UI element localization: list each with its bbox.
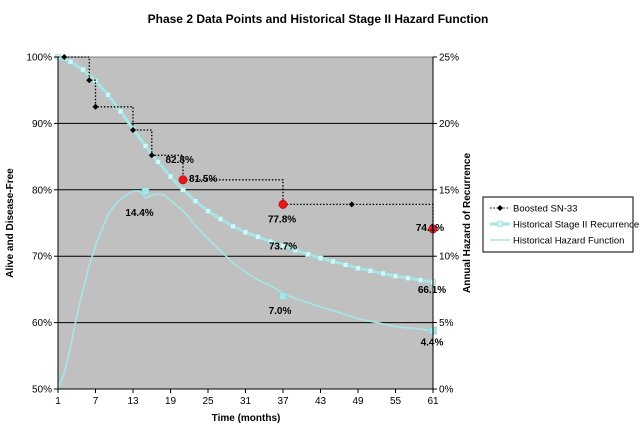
data-label: 82.8% (166, 155, 194, 166)
recurrence-point (117, 108, 124, 115)
x-tick-label: 1 (55, 396, 61, 407)
recurrence-point (380, 270, 386, 277)
x-tick-label: 31 (240, 396, 252, 407)
boosted-sn33-point (61, 54, 68, 60)
recurrence-point (80, 66, 86, 73)
recurrence-point (367, 268, 374, 274)
recurrence-point (105, 92, 111, 98)
boosted-sn33-point (130, 127, 136, 134)
y-tick-label: 80% (32, 185, 52, 196)
data-label: 74.1% (416, 223, 444, 234)
recurrence-point (242, 229, 249, 236)
legend-entry: Historical Stage II Recurrence (513, 220, 639, 231)
x-tick-label: 61 (427, 396, 439, 407)
legend-diamond-marker (497, 205, 503, 211)
data-label: 7.0% (269, 306, 292, 317)
recurrence-point (217, 216, 224, 222)
legend-square-marker (497, 221, 503, 227)
data-label: 77.8% (268, 214, 296, 225)
recurrence-point (330, 258, 336, 265)
recurrence-point (205, 208, 211, 214)
y2-tick-label: 10% (439, 252, 459, 263)
legend-entry: Historical Hazard Function (513, 236, 624, 247)
boosted-sn33-point (92, 103, 99, 110)
data-label: 66.1% (418, 285, 446, 296)
recurrence-point (67, 58, 74, 65)
recurrence-point (417, 277, 424, 283)
recurrence-point (305, 251, 311, 258)
recurrence-point (167, 173, 174, 180)
legend-entry: Boosted SN-33 (513, 204, 577, 215)
data-labels: 82.8% 81.5% 77.8% 73.7% 74.1% 66.1% 14.4% 7.0% 4… (125, 155, 446, 348)
x-tick-label: 55 (390, 396, 402, 407)
recurrence-point (405, 275, 411, 281)
hazard-point-marker (141, 187, 150, 195)
recurrence-point (267, 238, 274, 245)
gridlines (58, 122, 433, 324)
y2-tick-label: 0% (439, 385, 454, 396)
recurrence-point (355, 265, 361, 271)
legend: Boosted SN-33 Historical Stage II Recurre… (482, 196, 639, 253)
y-tick-label: 100% (26, 53, 52, 64)
y2-tick-label: 15% (439, 185, 459, 196)
boosted-sn33-red-marker (178, 175, 188, 185)
y-tick-label: 90% (32, 119, 52, 130)
boosted-sn33-point (348, 201, 355, 208)
y-tick-label: 70% (32, 252, 52, 263)
boosted-sn33-point (148, 152, 155, 159)
data-label: 81.5% (189, 174, 217, 185)
recurrence-point (317, 255, 324, 261)
recurrence-point (342, 262, 349, 268)
recurrence-point (280, 242, 286, 249)
recurrence-point (292, 247, 299, 254)
data-label: 4.4% (421, 338, 444, 349)
data-label: 73.7% (269, 242, 297, 253)
axes-layer: 50% 60% 70% 80% 90% 100% 0% 5% 10% 15% 20% 25% 1 7 13 1… (26, 53, 459, 408)
y2-tick-label: 5% (439, 318, 454, 329)
recurrence-point (142, 143, 149, 149)
chart-title: Phase 2 Data Points and Historical Stage… (148, 12, 489, 26)
recurrence-point (192, 198, 199, 204)
recurrence-point (155, 159, 161, 165)
recurrence-point (392, 273, 399, 279)
x-tick-label: 37 (277, 396, 289, 407)
data-label: 14.4% (125, 208, 153, 219)
hazard-function-line (57, 190, 434, 390)
x-tick-label: 25 (202, 396, 214, 407)
boosted-sn33-line (58, 56, 434, 229)
y-axis-label: Alive and Disease-Free (5, 168, 16, 278)
recurrence-point (180, 187, 186, 193)
y2-tick-label: 20% (439, 119, 459, 130)
boosted-sn33-red-marker (278, 199, 288, 209)
x-tick-label: 19 (165, 396, 177, 407)
y2-tick-label: 25% (439, 53, 459, 64)
y2-axis-label: Annual Hazard of Recurrence (462, 153, 473, 293)
x-tick-label: 7 (93, 396, 99, 407)
boosted-sn33-point (86, 77, 93, 84)
recurrence-point (230, 223, 236, 230)
y-tick-label: 60% (32, 318, 52, 329)
x-tick-label: 13 (127, 396, 139, 407)
y-tick-label: 50% (32, 385, 52, 396)
series-layer (55, 54, 438, 390)
x-tick-label: 49 (352, 396, 364, 407)
recurrence-point (255, 234, 261, 240)
hazard-point-marker (279, 292, 287, 300)
x-tick-label: 43 (315, 396, 327, 407)
x-axis-label: Time (months) (212, 413, 281, 424)
